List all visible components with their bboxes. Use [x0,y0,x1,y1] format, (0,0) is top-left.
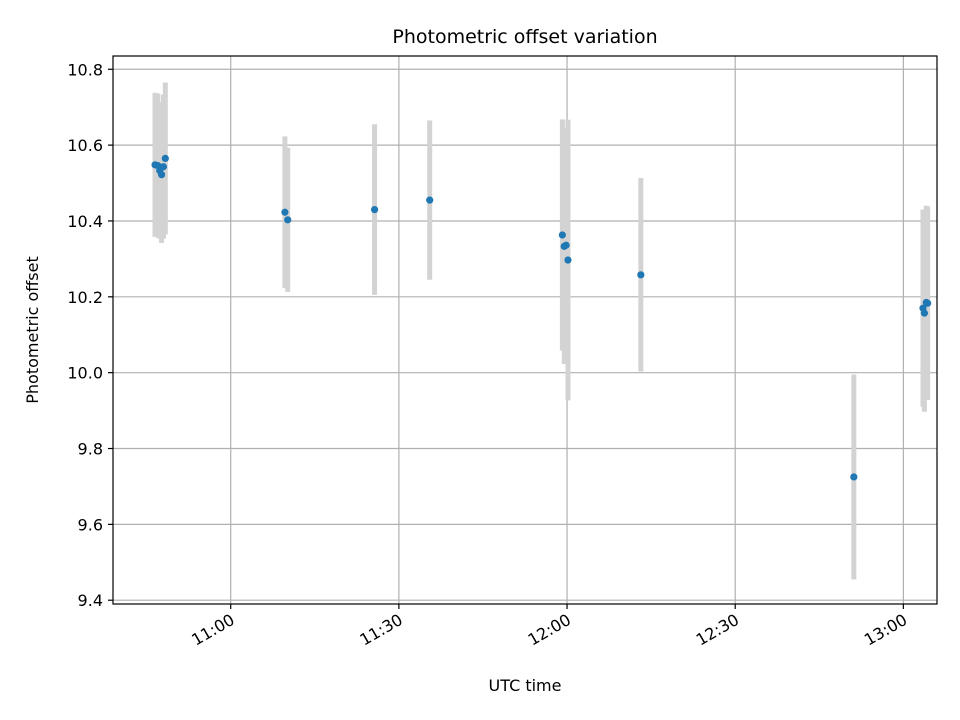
data-point [284,216,292,224]
y-axis-label: Photometric offset [23,256,42,404]
chart-title: Photometric offset variation [392,26,657,48]
x-axis-label: UTC time [489,676,562,695]
y-tick-label: 9.6 [78,515,103,534]
data-point [370,205,379,214]
y-tick-label: 9.4 [78,591,103,610]
data-point [558,231,566,239]
y-tick-label: 10.6 [67,136,103,155]
y-tick-label: 10.2 [67,288,103,307]
data-point [159,163,168,171]
y-tick-label: 10.0 [67,364,103,383]
data-point [637,271,645,279]
data-point [920,309,928,317]
y-axis-ticks: 9.4 9.6 9.8 10.0 10.2 10.4 10.6 10.8 [67,60,113,610]
data-point [850,473,858,481]
y-tick-label: 10.8 [67,60,103,79]
data-point [426,196,434,204]
plot-area [113,56,937,604]
data-points [151,154,932,481]
data-point [564,256,572,264]
data-point [281,208,289,216]
data-point [161,154,169,162]
plot-frame [112,55,938,605]
data-point [562,241,570,249]
y-tick-label: 9.8 [78,440,103,459]
data-point [157,171,166,179]
data-point [924,299,932,307]
y-tick-label: 10.4 [67,212,103,231]
